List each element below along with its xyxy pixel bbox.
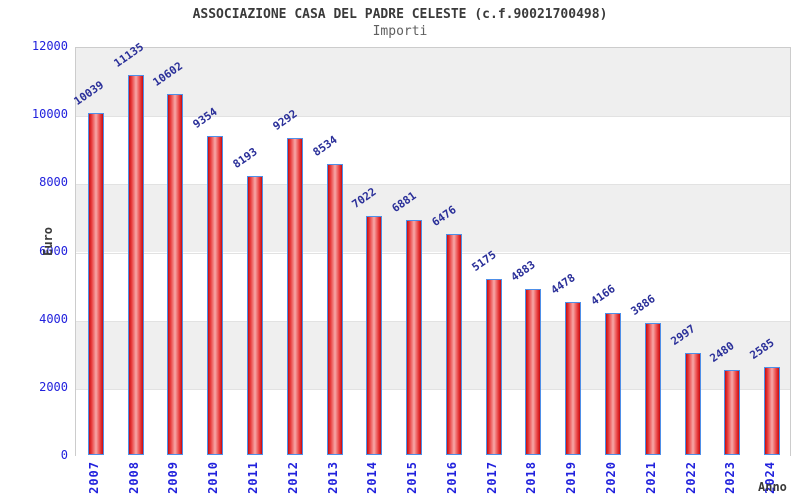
bar-2007 (87, 112, 104, 455)
x-tick-label-2016: 2016 (444, 461, 459, 494)
x-tick-label-2012: 2012 (285, 461, 300, 494)
plot-area: 10039 11135 10602 9354 8193 9292 8534 7022 6881 6… (71, 41, 791, 457)
bar-2013 (326, 164, 343, 455)
bar-2011 (247, 175, 263, 455)
y-tick-label: 4000 (39, 311, 68, 326)
bar-2021 (644, 322, 661, 455)
x-tick-label-2010: 2010 (206, 461, 221, 494)
x-tick-label-2019: 2019 (564, 461, 579, 494)
bar-2017 (485, 278, 502, 455)
grid-band (76, 388, 790, 457)
x-tick-label-2015: 2015 (405, 461, 420, 494)
y-tick-label: 12000 (31, 39, 68, 53)
gridline (76, 388, 790, 390)
bar-2024 (764, 366, 781, 455)
x-tick-label-2007: 2007 (86, 461, 101, 494)
x-tick-label-2018: 2018 (524, 461, 539, 494)
chart-title: ASSOCIAZIONE CASA DEL PADRE CELESTE (c.f… (192, 7, 608, 22)
grid-band (76, 184, 790, 253)
x-tick-label-2022: 2022 (683, 461, 698, 494)
y-tick-label: 6000 (39, 243, 68, 258)
x-tick-label-2023: 2023 (723, 461, 738, 494)
grid-band (76, 320, 790, 389)
x-tick-label-2013: 2013 (325, 461, 340, 494)
bar-2014 (366, 215, 383, 455)
grid-band (76, 48, 790, 117)
y-axis-label: Euro (41, 227, 55, 256)
bar-2023 (724, 370, 741, 455)
x-tick-label-2020: 2020 (604, 461, 618, 494)
x-tick-label-2008: 2008 (126, 461, 141, 494)
gridline (76, 116, 790, 118)
x-tick-label-2014: 2014 (365, 461, 380, 494)
x-tick-label-2017: 2017 (484, 461, 499, 494)
bar-2008 (127, 75, 144, 455)
bar-2012 (286, 138, 303, 455)
bar-2009 (167, 93, 184, 455)
grid-band (76, 252, 790, 321)
bar-2015 (406, 220, 423, 455)
gridline (76, 320, 790, 322)
bar-2010 (207, 136, 224, 455)
y-tick-label: 8000 (39, 175, 68, 190)
y-tick-label: 0 (60, 448, 68, 462)
chart-subtitle: Importi (372, 24, 428, 39)
bar-2020 (605, 313, 621, 455)
y-tick-label: 2000 (39, 379, 68, 394)
grid-band (76, 116, 790, 185)
gridline (76, 184, 790, 186)
x-tick-label-2021: 2021 (643, 461, 658, 494)
bar-2018 (525, 288, 542, 455)
y-tick-label: 10000 (31, 107, 68, 122)
gridline (76, 252, 790, 254)
bar-2022 (684, 352, 701, 455)
x-axis-label: Anno (758, 480, 787, 494)
bar-2016 (445, 234, 462, 455)
x-tick-label-2011: 2011 (246, 461, 260, 494)
x-tick-label-2009: 2009 (166, 461, 181, 494)
bar-2019 (565, 302, 582, 455)
